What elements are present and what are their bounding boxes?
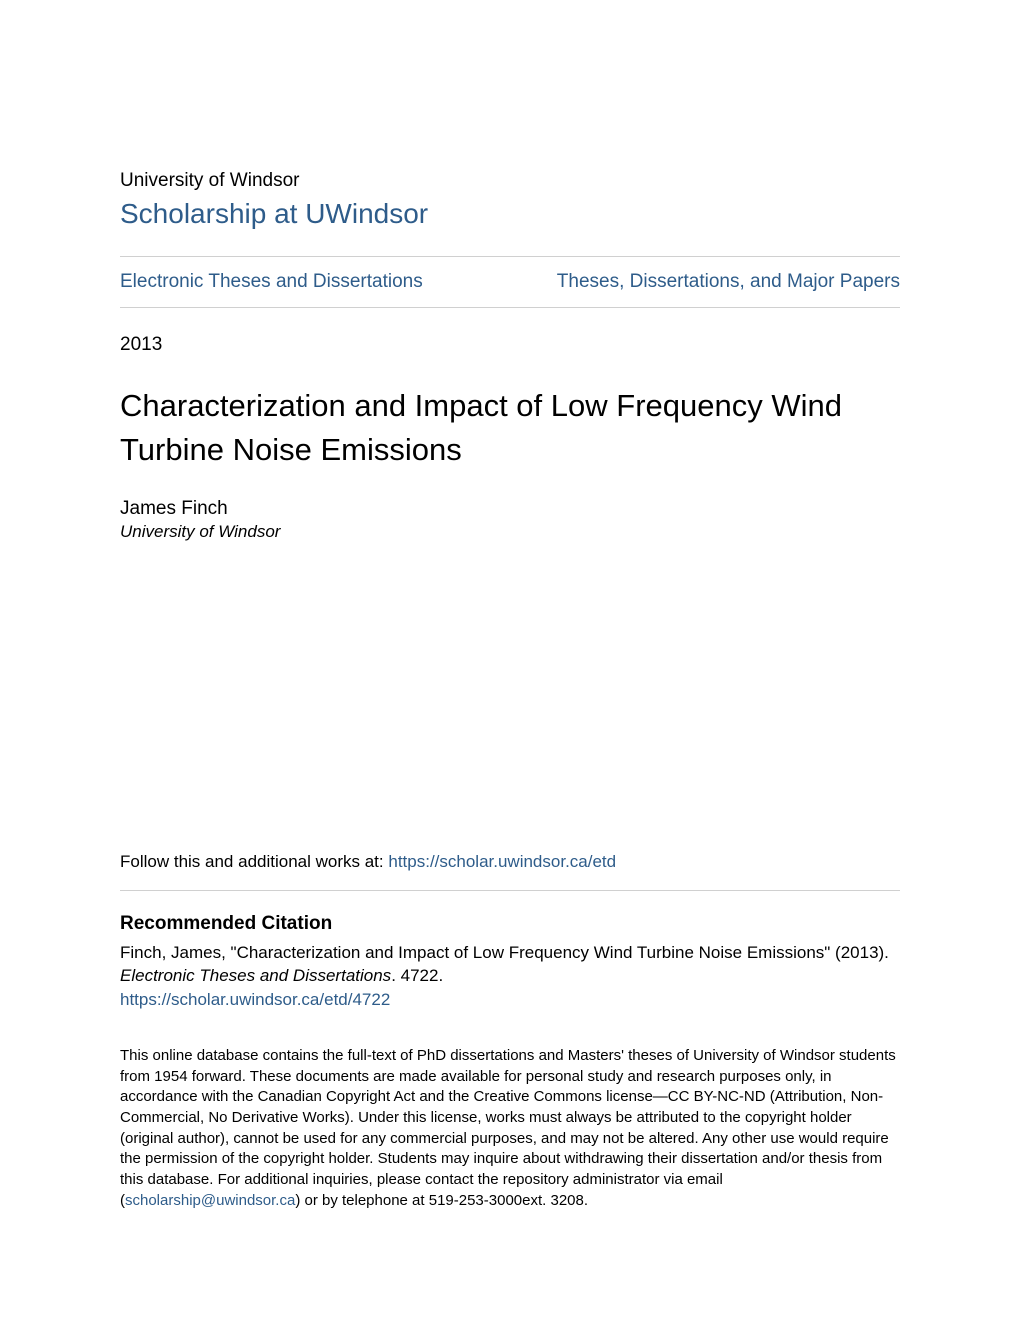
citation-url-link[interactable]: https://scholar.uwindsor.ca/etd/4722: [120, 990, 900, 1010]
paper-title: Characterization and Impact of Low Frequ…: [120, 384, 900, 472]
follow-works-line: Follow this and additional works at: htt…: [120, 852, 900, 891]
citation-text: Finch, James, "Characterization and Impa…: [120, 941, 900, 988]
nav-category-link[interactable]: Theses, Dissertations, and Major Papers: [557, 271, 900, 293]
citation-heading: Recommended Citation: [120, 913, 900, 935]
footer-email-link[interactable]: scholarship@uwindsor.ca: [125, 1192, 295, 1209]
footer-disclaimer: This online database contains the full-t…: [120, 1046, 900, 1212]
citation-number: . 4722.: [391, 966, 443, 985]
footer-text-after: ) or by telephone at 519-253-3000ext. 32…: [295, 1192, 588, 1209]
publication-year: 2013: [120, 334, 900, 356]
follow-prefix: Follow this and additional works at:: [120, 852, 388, 871]
repository-title[interactable]: Scholarship at UWindsor: [120, 198, 900, 230]
breadcrumb-nav: Electronic Theses and Dissertations Thes…: [120, 256, 900, 308]
spacer: [120, 542, 900, 852]
citation-source: Electronic Theses and Dissertations: [120, 966, 391, 985]
footer-text-before: This online database contains the full-t…: [120, 1047, 896, 1209]
author-affiliation: University of Windsor: [120, 522, 900, 542]
follow-url-link[interactable]: https://scholar.uwindsor.ca/etd: [388, 852, 616, 871]
author-name: James Finch: [120, 498, 900, 520]
citation-body: Finch, James, "Characterization and Impa…: [120, 943, 889, 962]
university-label: University of Windsor: [120, 170, 900, 192]
nav-collection-link[interactable]: Electronic Theses and Dissertations: [120, 271, 423, 293]
